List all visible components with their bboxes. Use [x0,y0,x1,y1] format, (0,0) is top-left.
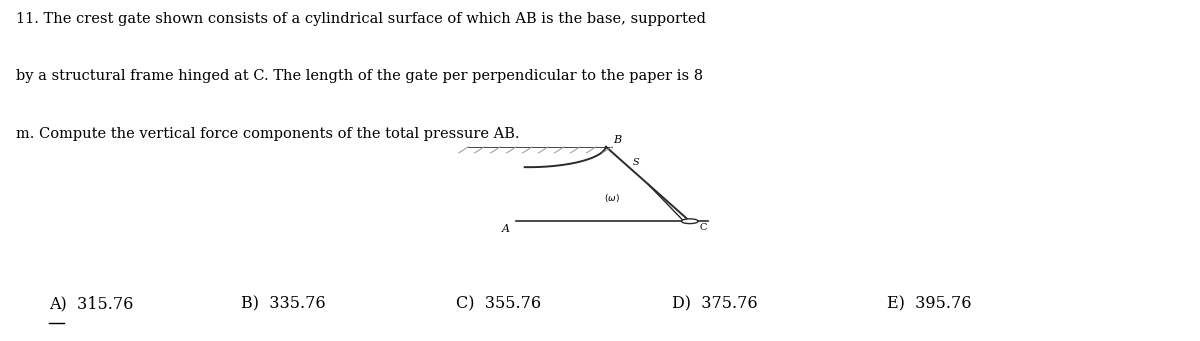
Text: m. Compute the vertical force components of the total pressure AB.: m. Compute the vertical force components… [16,127,520,140]
Text: S: S [632,158,638,166]
Text: B: B [613,135,622,145]
Text: $(\omega)$: $(\omega)$ [604,192,620,204]
Text: D)  375.76: D) 375.76 [672,296,757,313]
Text: A)  315.76: A) 315.76 [49,296,133,313]
Text: E)  395.76: E) 395.76 [887,296,972,313]
Text: C: C [700,223,707,232]
Text: by a structural frame hinged at C. The length of the gate per perpendicular to t: by a structural frame hinged at C. The l… [16,69,703,83]
Circle shape [682,219,698,224]
Text: A: A [503,224,510,234]
Text: B)  335.76: B) 335.76 [241,296,325,313]
Text: 11. The crest gate shown consists of a cylindrical surface of which AB is the ba: 11. The crest gate shown consists of a c… [16,12,706,26]
Text: C)  355.76: C) 355.76 [456,296,541,313]
